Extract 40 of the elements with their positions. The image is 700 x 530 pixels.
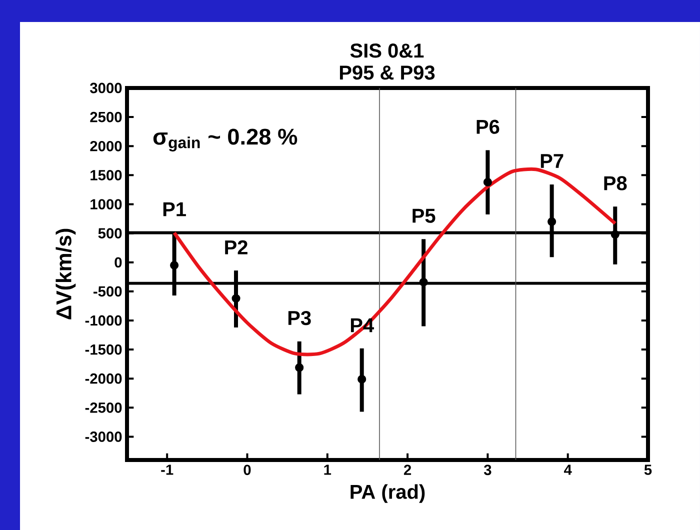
y-axis-title: ΔV(km/s)	[56, 228, 76, 320]
annotation: P7	[540, 154, 564, 168]
y-tick-label: -1500	[85, 344, 122, 355]
x-tick-label: 5	[644, 464, 652, 475]
y-tick-label: -1000	[85, 315, 122, 326]
chart-title: SIS 0&1	[350, 44, 424, 58]
point	[483, 178, 492, 186]
annotation: σ$_{gain}$ ~ 0.28 %	[153, 128, 298, 152]
point	[295, 363, 304, 372]
y-tick-label: 1500	[90, 170, 122, 180]
x-axis-title: PA (rad)	[350, 484, 425, 503]
x-tick-label: 3	[484, 464, 492, 476]
annotation: P8	[604, 176, 627, 190]
y-tick-label: 1000	[90, 199, 122, 210]
annotation: P2	[225, 240, 248, 254]
point	[419, 278, 428, 286]
x-tick-label: 0	[244, 464, 251, 476]
point	[548, 217, 556, 226]
x-tick-label: -1	[161, 464, 174, 475]
point	[170, 261, 179, 270]
y-tick-label: 500	[98, 228, 122, 238]
y-tick-label: 0	[114, 257, 122, 268]
point	[358, 374, 366, 384]
y-tick-label: -500	[94, 286, 122, 297]
annotation: P3	[288, 310, 311, 326]
point	[232, 294, 240, 303]
annotation: P1	[163, 202, 186, 216]
chart-subtitle: P95 & P93	[340, 66, 435, 80]
y-tick-label: -2500	[85, 402, 122, 413]
y-tick-label: -2000	[85, 373, 122, 384]
y-tick-label: -3000	[85, 432, 122, 442]
y-tick-label: 2500	[90, 112, 122, 122]
point	[610, 230, 620, 239]
annotation: P5	[412, 208, 436, 223]
annotation: P6	[476, 120, 500, 134]
y-tick-label: 3000	[90, 82, 122, 94]
x-tick-label: 1	[324, 464, 332, 475]
x-tick-label: 4	[564, 464, 572, 475]
x-tick-label: 2	[404, 464, 412, 475]
y-tick-label: 2000	[90, 140, 122, 152]
